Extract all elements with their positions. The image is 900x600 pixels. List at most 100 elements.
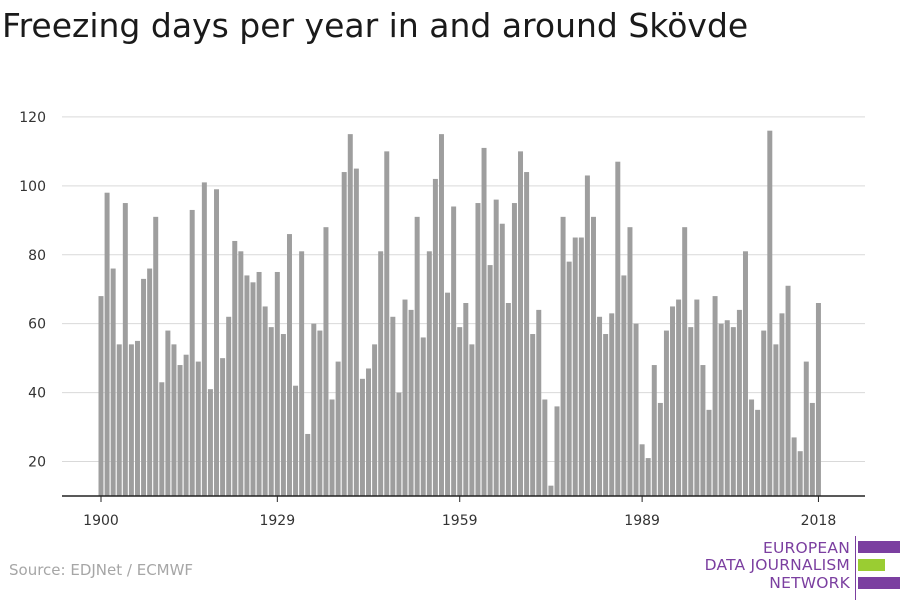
bar-1965[interactable]	[493, 199, 499, 497]
bar-1930[interactable]	[280, 334, 286, 496]
bar-1974[interactable]	[548, 485, 554, 496]
bar-1908[interactable]	[147, 268, 153, 496]
bar-1943[interactable]	[359, 378, 365, 496]
bar-1969[interactable]	[518, 151, 524, 497]
bar-1966[interactable]	[499, 223, 505, 497]
bar-1939[interactable]	[335, 361, 341, 496]
bar-2018[interactable]	[815, 303, 821, 496]
bar-1983[interactable]	[603, 334, 609, 496]
bar-1956[interactable]	[438, 134, 444, 497]
bar-1921[interactable]	[226, 316, 232, 496]
bar-1958[interactable]	[451, 206, 457, 497]
bar-2008[interactable]	[755, 409, 761, 496]
bar-1912[interactable]	[171, 344, 177, 496]
bar-1923[interactable]	[238, 251, 244, 496]
bar-1919[interactable]	[214, 189, 220, 496]
bar-1998[interactable]	[694, 299, 700, 496]
bar-1989[interactable]	[639, 444, 645, 496]
bar-1949[interactable]	[396, 392, 402, 496]
bar-1990[interactable]	[645, 458, 651, 496]
bar-1972[interactable]	[536, 309, 542, 496]
bar-1955[interactable]	[432, 178, 438, 496]
bar-1991[interactable]	[651, 365, 657, 496]
bar-1948[interactable]	[390, 316, 396, 496]
bar-1957[interactable]	[445, 292, 451, 496]
bar-1900[interactable]	[98, 296, 104, 496]
bar-1964[interactable]	[487, 265, 493, 496]
bar-2000[interactable]	[706, 409, 712, 496]
bar-1979[interactable]	[578, 237, 584, 496]
bar-1926[interactable]	[256, 271, 262, 496]
bar-1922[interactable]	[232, 240, 238, 496]
bar-1928[interactable]	[268, 327, 274, 497]
bar-1962[interactable]	[475, 203, 481, 497]
bar-1906[interactable]	[134, 340, 140, 496]
bar-1946[interactable]	[378, 251, 384, 496]
bar-1986[interactable]	[621, 275, 627, 496]
bar-1977[interactable]	[566, 261, 572, 496]
bar-1963[interactable]	[481, 147, 487, 496]
bar-1935[interactable]	[311, 323, 317, 496]
bar-2004[interactable]	[730, 327, 736, 497]
bar-1915[interactable]	[189, 209, 195, 496]
bar-2012[interactable]	[779, 313, 785, 496]
bar-1909[interactable]	[153, 216, 159, 496]
bar-1903[interactable]	[116, 344, 122, 496]
bar-1929[interactable]	[274, 271, 280, 496]
bar-2006[interactable]	[742, 251, 748, 496]
bar-1960[interactable]	[463, 303, 469, 496]
bar-1940[interactable]	[341, 172, 347, 497]
bar-1944[interactable]	[366, 368, 372, 496]
bar-1947[interactable]	[384, 151, 390, 497]
bar-1901[interactable]	[104, 192, 110, 496]
bar-1997[interactable]	[688, 327, 694, 497]
bar-1976[interactable]	[560, 216, 566, 496]
bar-1925[interactable]	[250, 282, 256, 496]
bar-1920[interactable]	[220, 358, 226, 496]
bar-1927[interactable]	[262, 306, 268, 496]
bar-2014[interactable]	[791, 437, 797, 496]
bar-1918[interactable]	[207, 389, 213, 496]
bar-1910[interactable]	[159, 382, 165, 496]
bar-1982[interactable]	[597, 316, 603, 496]
bar-1913[interactable]	[177, 365, 183, 496]
bar-1950[interactable]	[402, 299, 408, 496]
bar-1961[interactable]	[469, 344, 475, 496]
bar-1975[interactable]	[554, 406, 560, 496]
bar-1905[interactable]	[128, 344, 134, 496]
bar-2010[interactable]	[767, 130, 773, 496]
bar-1985[interactable]	[615, 161, 621, 496]
bar-1992[interactable]	[657, 402, 663, 496]
bar-1994[interactable]	[670, 306, 676, 496]
bar-1941[interactable]	[347, 134, 353, 497]
bar-1916[interactable]	[195, 361, 201, 496]
bar-1907[interactable]	[141, 278, 147, 497]
bar-1954[interactable]	[426, 251, 432, 496]
bar-1904[interactable]	[122, 203, 128, 497]
bar-1996[interactable]	[682, 227, 688, 496]
bar-1970[interactable]	[524, 172, 530, 497]
bar-2002[interactable]	[718, 323, 724, 496]
bar-1993[interactable]	[663, 330, 669, 496]
bar-1973[interactable]	[542, 399, 548, 497]
bar-2016[interactable]	[803, 361, 809, 496]
bar-1938[interactable]	[329, 399, 335, 497]
bar-1945[interactable]	[372, 344, 378, 496]
bar-2001[interactable]	[712, 296, 718, 496]
bar-1917[interactable]	[201, 182, 207, 497]
bar-1936[interactable]	[317, 330, 323, 496]
bar-1911[interactable]	[165, 330, 171, 496]
bar-1980[interactable]	[584, 175, 590, 497]
bar-1914[interactable]	[183, 354, 189, 496]
bar-1934[interactable]	[305, 433, 311, 496]
bar-1967[interactable]	[505, 303, 511, 496]
bar-1981[interactable]	[590, 216, 596, 496]
bar-1995[interactable]	[676, 299, 682, 496]
bar-1984[interactable]	[609, 313, 615, 496]
bar-1902[interactable]	[110, 268, 116, 496]
bar-1942[interactable]	[353, 168, 359, 496]
bar-1987[interactable]	[627, 227, 633, 496]
bar-2013[interactable]	[785, 285, 791, 496]
bar-1937[interactable]	[323, 227, 329, 496]
bar-1968[interactable]	[511, 203, 517, 497]
